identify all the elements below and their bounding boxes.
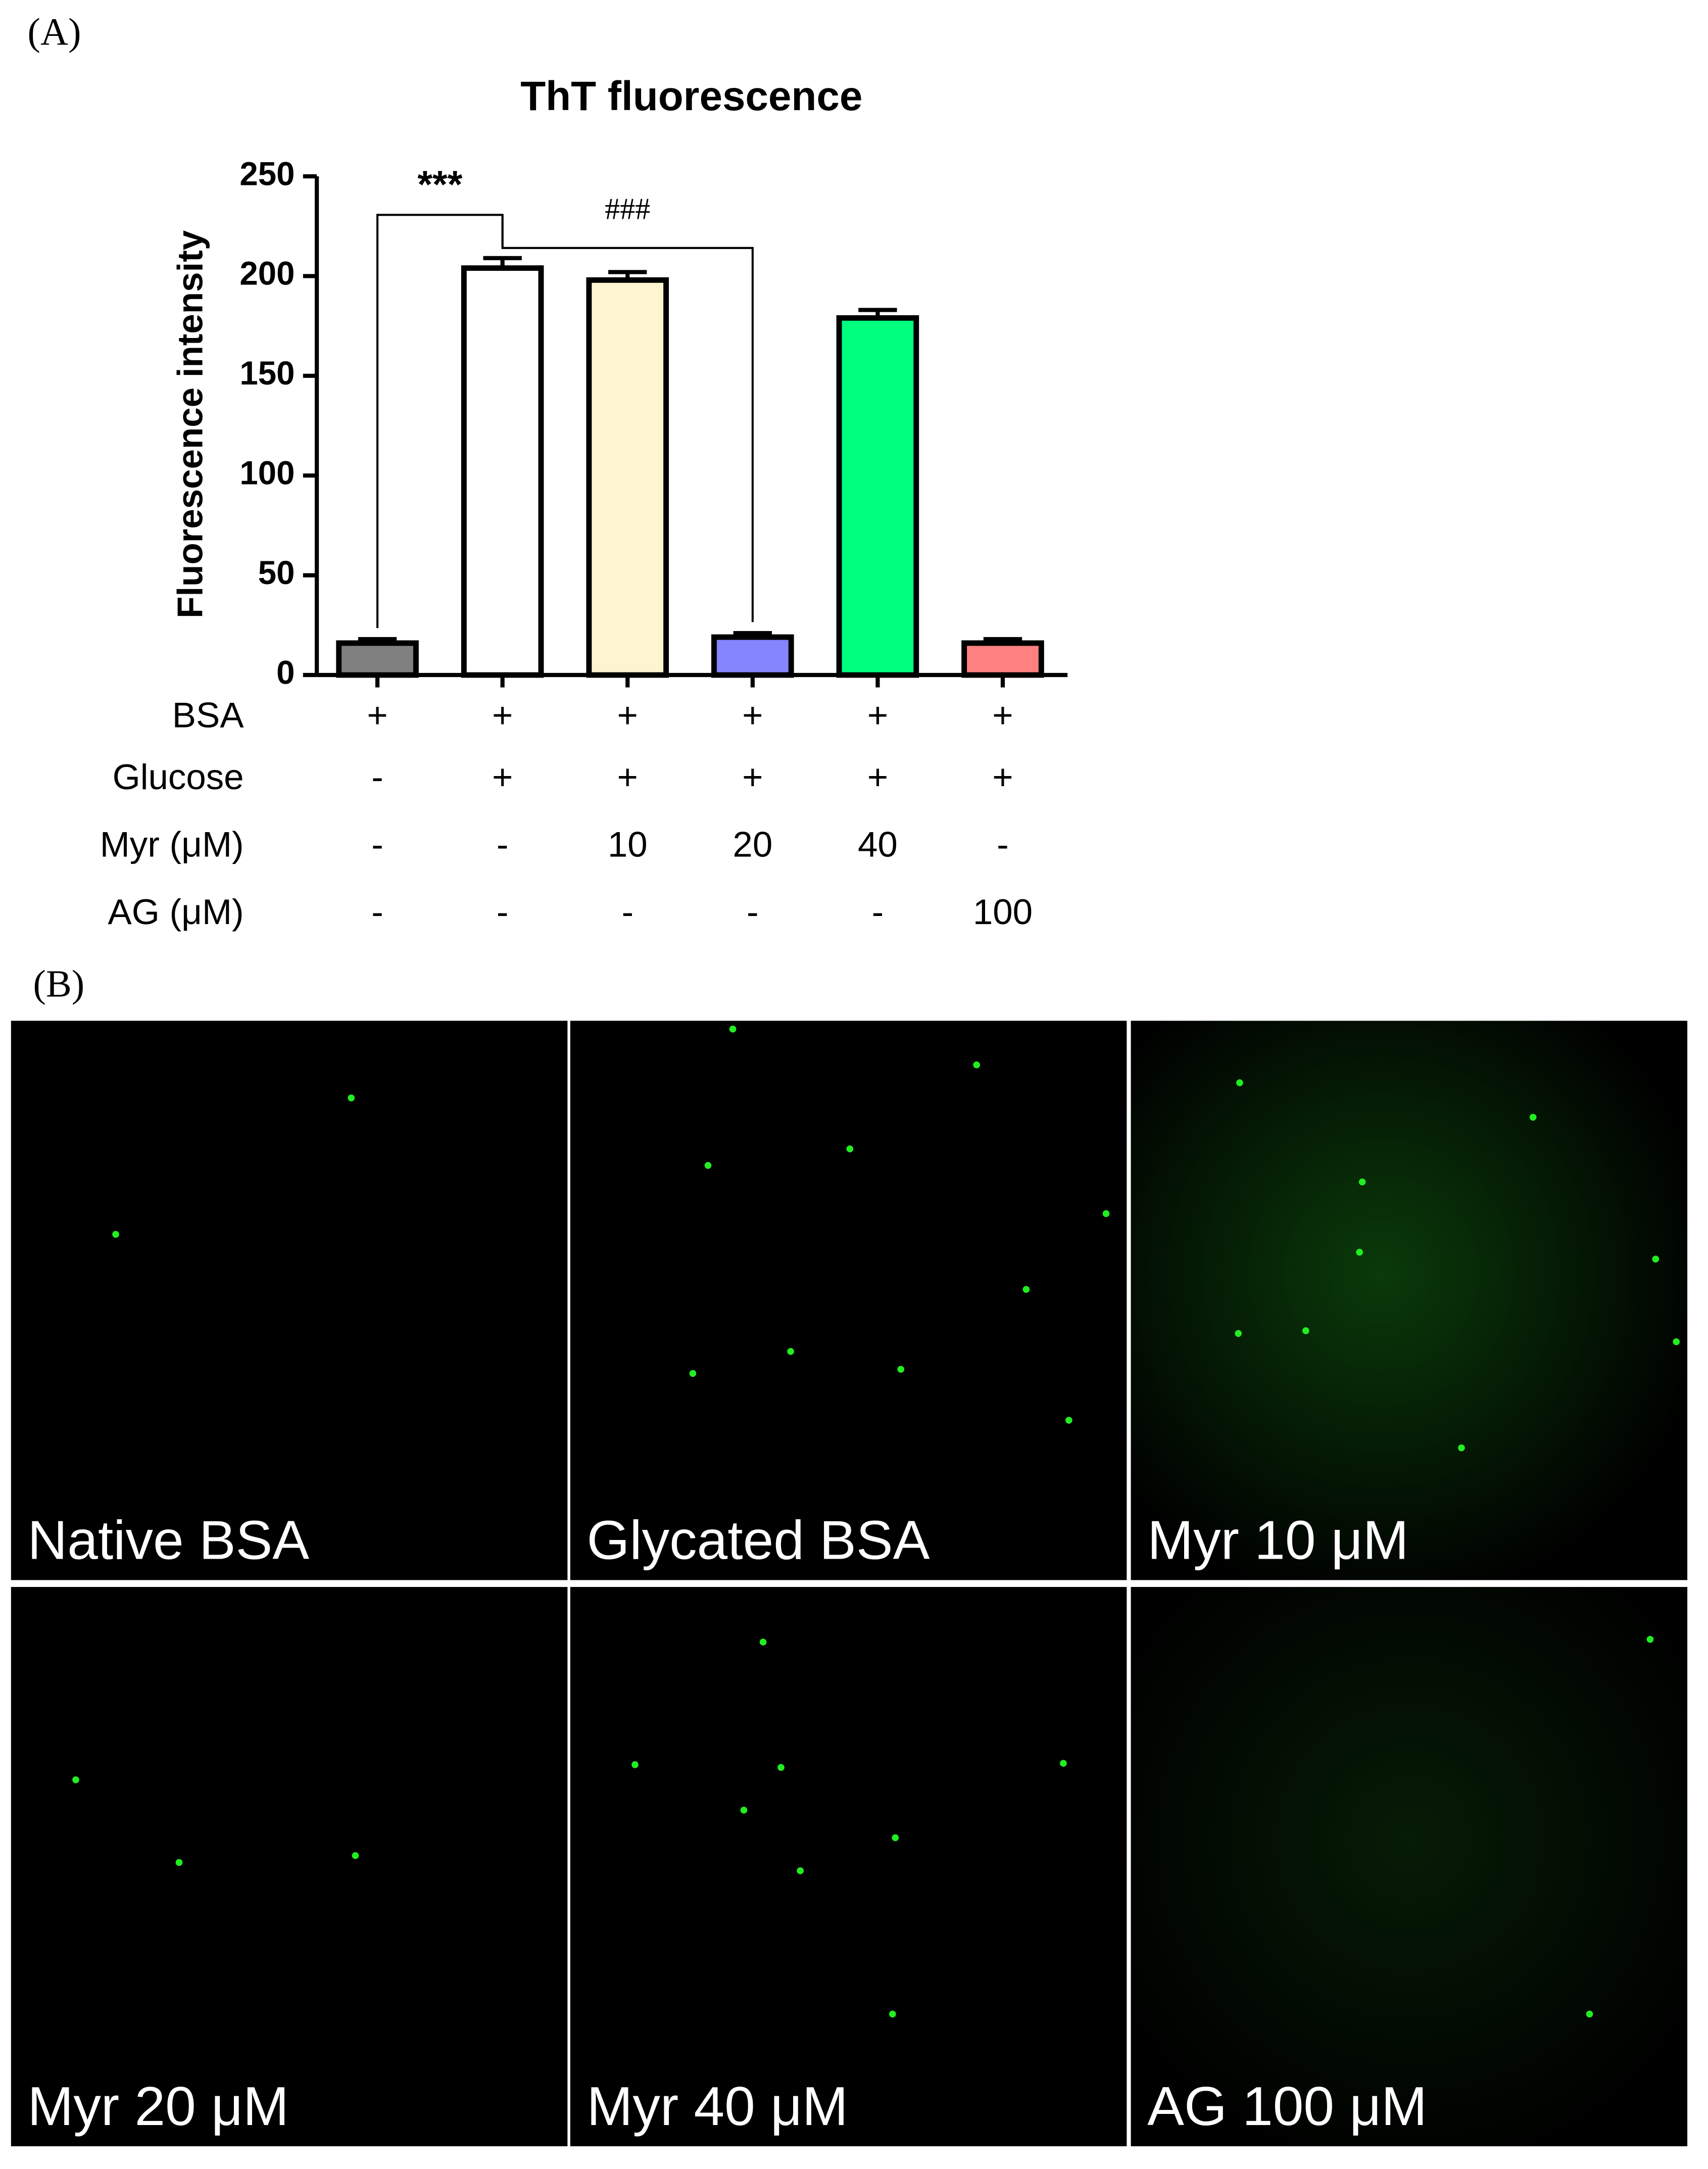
fluorescent-spot xyxy=(1060,1760,1067,1767)
fluorescent-spot xyxy=(797,1867,804,1874)
treatment-value: - xyxy=(497,825,509,865)
fluorescent-spot xyxy=(348,1094,355,1101)
bar xyxy=(336,640,419,678)
treatment-value: - xyxy=(872,892,884,932)
y-tick-label: 200 xyxy=(239,255,295,292)
fluorescent-spot xyxy=(1235,1330,1242,1337)
fluorescent-spot xyxy=(1102,1210,1110,1217)
bar xyxy=(461,265,544,678)
fluorescent-spot xyxy=(689,1370,697,1377)
significance-label: ### xyxy=(605,192,650,226)
bar xyxy=(711,634,794,678)
micrograph-caption: Native BSA xyxy=(28,1509,310,1571)
treatment-value: + xyxy=(617,695,638,735)
treatment-label: BSA xyxy=(172,695,245,735)
y-tick-label: 100 xyxy=(239,454,295,491)
chart-title: ThT fluorescence xyxy=(520,73,862,119)
fluorescent-spot xyxy=(1022,1286,1030,1293)
y-tick-label: 0 xyxy=(276,654,295,691)
y-tick-label: 150 xyxy=(239,355,295,392)
panel-label: (A) xyxy=(28,10,81,53)
fluorescent-spot xyxy=(740,1806,748,1814)
fluorescent-spot xyxy=(1458,1444,1465,1452)
treatment-value: + xyxy=(742,757,763,797)
y-axis-label: Fluorescence intensity xyxy=(170,230,210,618)
fluorescent-spot xyxy=(846,1145,854,1152)
fluorescent-spot xyxy=(1586,2010,1593,2018)
treatment-value: 100 xyxy=(973,892,1033,932)
fluorescent-spot xyxy=(892,1834,899,1842)
treatment-value: + xyxy=(742,695,763,735)
y-tick-label: 250 xyxy=(239,155,295,192)
y-tick-label: 50 xyxy=(258,554,295,591)
fluorescent-spot xyxy=(1302,1327,1309,1334)
micrograph xyxy=(570,1021,1127,1580)
panel-label: (B) xyxy=(33,962,84,1005)
bar xyxy=(836,315,919,678)
treatment-value: - xyxy=(371,892,383,932)
treatment-value: - xyxy=(371,757,383,797)
fluorescent-spot xyxy=(787,1347,794,1355)
micrographs: Native BSA Glycated BSA Myr 10 μM Myr 20 μM… xyxy=(11,1021,1688,2147)
fluorescent-spot xyxy=(729,1025,737,1033)
treatment-value: - xyxy=(621,892,633,932)
fluorescent-spot xyxy=(1646,1635,1654,1643)
treatment-value: + xyxy=(867,695,888,735)
micrograph-caption: Myr 10 μM xyxy=(1147,1509,1408,1571)
fluorescent-spot xyxy=(1358,1178,1366,1186)
micrograph-caption: AG 100 μM xyxy=(1147,2076,1427,2137)
fluorescent-spot xyxy=(973,1061,980,1069)
fluorescent-spot xyxy=(704,1162,712,1169)
treatment-value: + xyxy=(492,695,513,735)
treatment-value: + xyxy=(992,695,1013,735)
fluorescent-spot xyxy=(777,1764,785,1771)
micrograph xyxy=(11,1587,568,2147)
treatment-value: + xyxy=(492,757,513,797)
treatment-value: - xyxy=(997,825,1009,865)
micrograph xyxy=(11,1021,568,1580)
treatment-label: Glucose xyxy=(113,757,244,797)
fluorescent-spot xyxy=(889,2010,896,2018)
treatment-label: Myr (μM) xyxy=(100,825,244,865)
significance-bracket xyxy=(501,215,754,622)
fluorescent-spot xyxy=(1356,1248,1363,1256)
significance-label: *** xyxy=(417,163,462,206)
micrograph-caption: Myr 40 μM xyxy=(587,2076,848,2137)
fluorescent-spot xyxy=(631,1761,639,1768)
micrograph xyxy=(1131,1021,1688,1580)
fluorescent-spot xyxy=(352,1852,359,1859)
treatment-value: + xyxy=(992,757,1013,797)
fluorescent-spot xyxy=(759,1638,767,1646)
treatment-value: - xyxy=(747,892,759,932)
fluorescent-spot xyxy=(1529,1114,1537,1121)
treatment-value: 10 xyxy=(608,825,648,865)
treatment-value: - xyxy=(497,892,509,932)
fluorescent-spot xyxy=(72,1776,79,1784)
micrograph-caption: Glycated BSA xyxy=(587,1509,930,1571)
treatment-label: AG (μM) xyxy=(108,892,243,932)
treatment-value: 20 xyxy=(733,825,772,865)
fluorescent-spot xyxy=(1065,1417,1072,1424)
fluorescent-spot xyxy=(1652,1256,1660,1263)
bar xyxy=(961,640,1044,678)
fluorescent-spot xyxy=(112,1231,119,1238)
treatment-value: + xyxy=(867,757,888,797)
fluorescent-spot xyxy=(1673,1338,1680,1345)
micrograph xyxy=(1131,1587,1688,2147)
treatment-value: + xyxy=(617,757,638,797)
treatment-value: - xyxy=(371,825,383,865)
micrograph-caption: Myr 20 μM xyxy=(28,2076,289,2137)
treatment-value: 40 xyxy=(858,825,898,865)
fluorescent-spot xyxy=(1236,1079,1243,1086)
bar xyxy=(586,277,669,678)
fluorescent-spot xyxy=(175,1859,183,1866)
micrograph xyxy=(570,1587,1127,2147)
treatment-value: + xyxy=(367,695,387,735)
fluorescent-spot xyxy=(897,1366,905,1373)
